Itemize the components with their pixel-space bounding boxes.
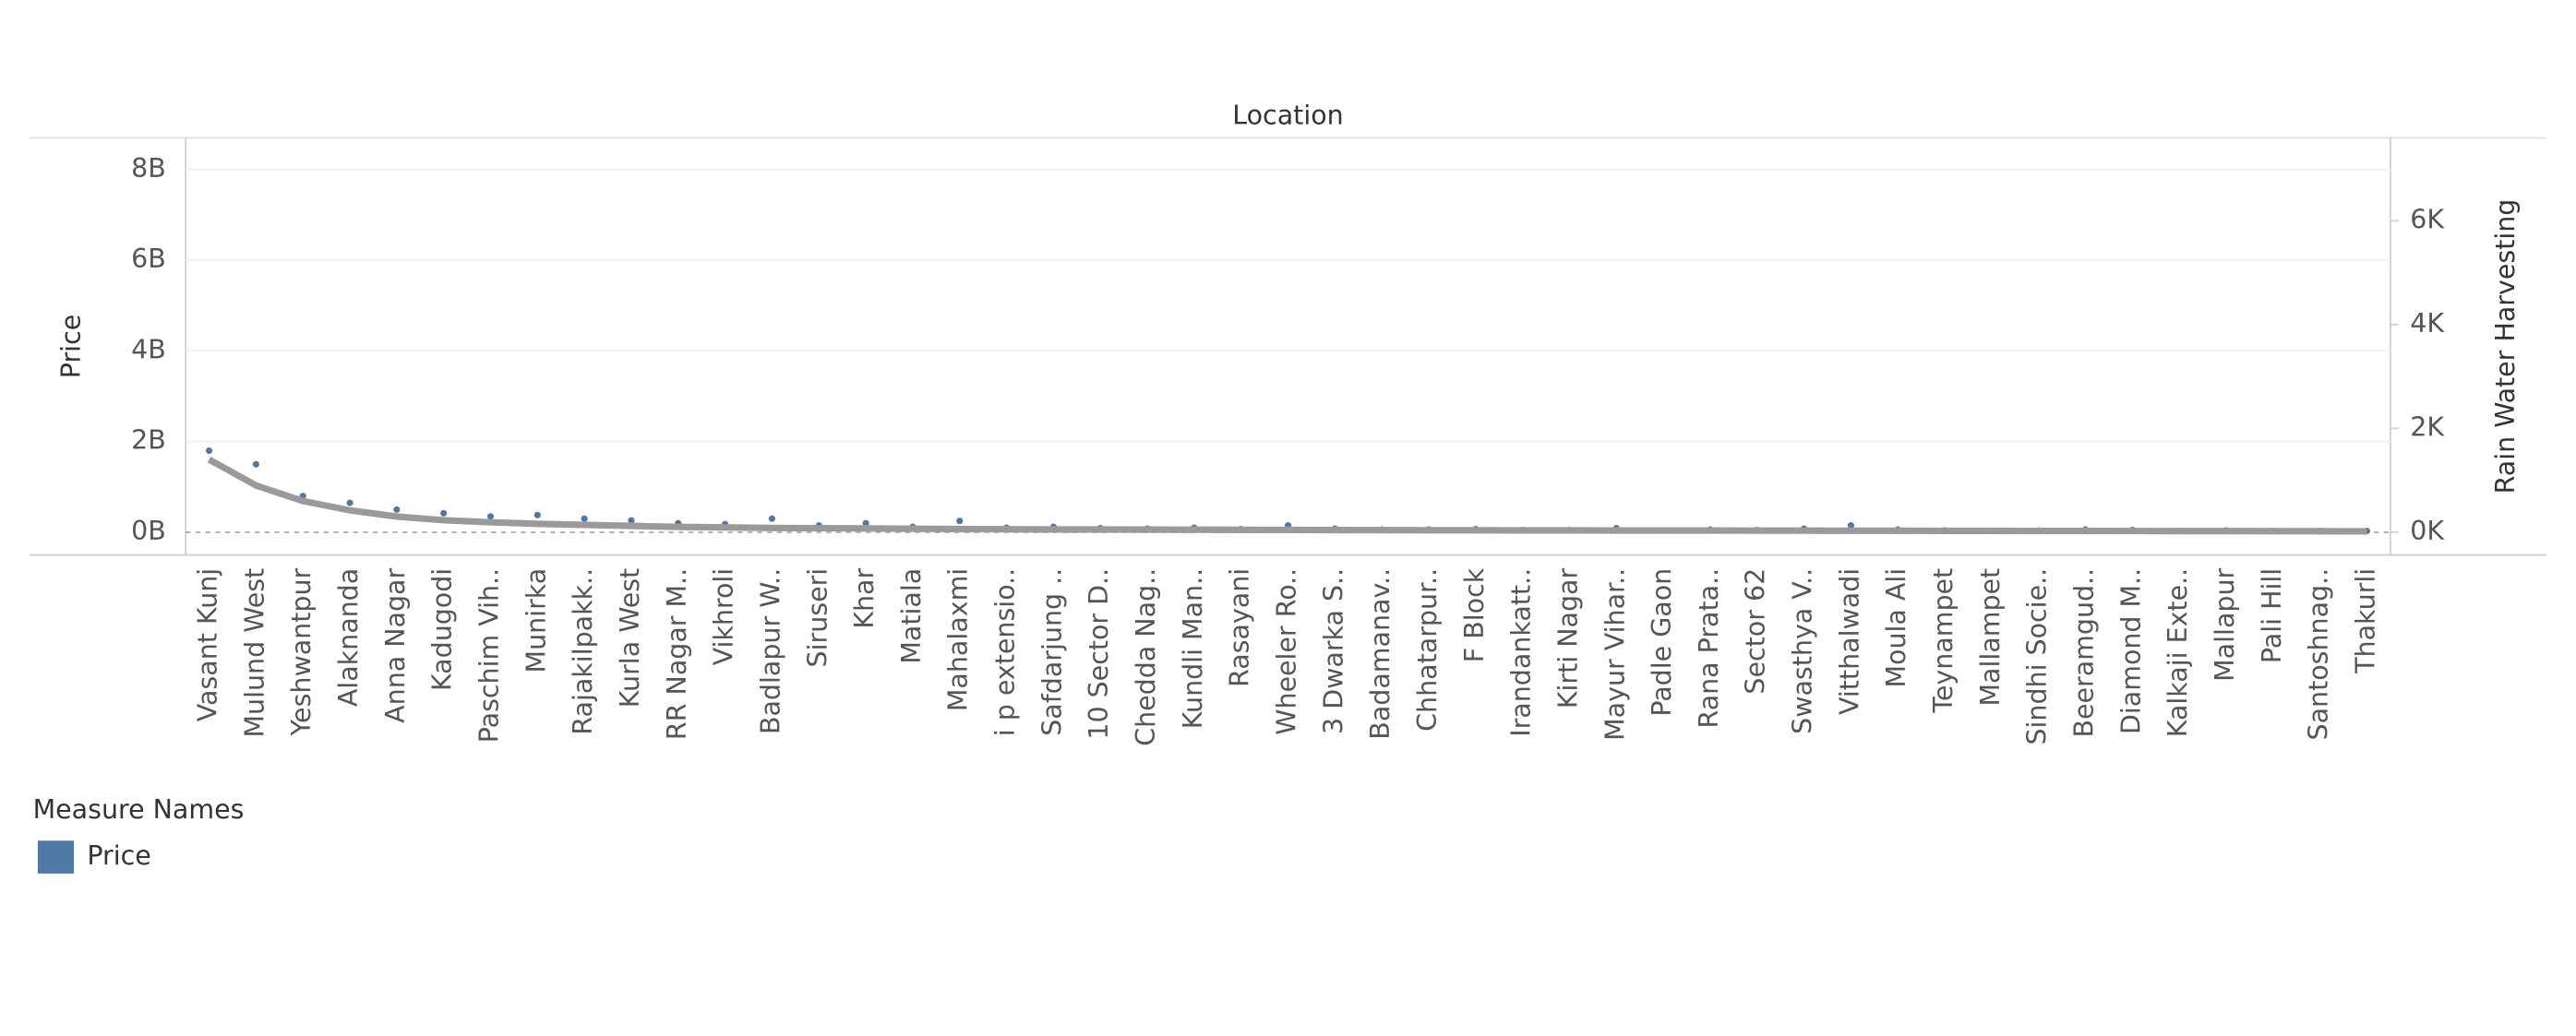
x-tick-label: 3 Dwarka S.. <box>1318 568 1348 734</box>
x-tick-label: Mallampet <box>1975 568 2006 707</box>
x-tick-label: Alaknanda <box>333 568 364 707</box>
x-tick-label: Anna Nagar <box>380 568 411 723</box>
point <box>205 447 213 455</box>
x-tick-label: Thakurli <box>2350 568 2380 674</box>
point <box>956 518 964 525</box>
x-tick-label: Safdarjung .. <box>1036 568 1067 736</box>
x-tick-label: Pali Hill <box>2257 568 2287 663</box>
x-tick-label: Kalkaji Exte.. <box>2163 568 2193 737</box>
x-tick-label: Sindhi Socie.. <box>2022 568 2053 745</box>
x-tick-label: Kundli Man.. <box>1178 568 1208 729</box>
point <box>581 515 588 522</box>
y-tick-label: 4B <box>131 334 166 364</box>
x-tick-label: Mayur Vihar.. <box>1600 568 1630 741</box>
x-tick-label: Kurla West <box>615 568 645 708</box>
x-tick-label: Padle Gaon <box>1647 568 1677 717</box>
point <box>486 513 495 520</box>
x-tick-label: Vitthalwadi <box>1834 568 1864 715</box>
x-tick-label: i p extensio.. <box>990 568 1021 736</box>
y2-axis-label: Rain Water Harvesting <box>2490 199 2521 494</box>
x-tick-label: Chedda Nag.. <box>1131 568 1161 746</box>
line <box>207 456 2367 535</box>
x-tick-label: Mahalaxmi <box>943 568 974 711</box>
point <box>768 515 775 522</box>
x-tick-label: F Block <box>1459 567 1490 662</box>
x-tick-label: Yeshwantpur <box>286 568 317 737</box>
x-tick-label: Rajakilpakk.. <box>568 568 598 735</box>
point <box>346 499 353 506</box>
x-tick-label: Siruseri <box>802 568 833 668</box>
x-tick-label: Teynampet <box>1928 568 1959 714</box>
point <box>440 509 448 517</box>
point <box>393 506 401 513</box>
y-tick-label: 2B <box>131 425 166 456</box>
legend-label: Price <box>87 840 150 871</box>
x-tick-label: Badlapur W.. <box>755 568 785 734</box>
x-tick-label: 10 Sector D.. <box>1084 568 1114 740</box>
chart-title: Location <box>1232 100 1343 130</box>
x-tick-label: Santoshnag.. <box>2304 568 2334 741</box>
x-tick-label: Badamanav.. <box>1365 568 1396 740</box>
point <box>533 511 541 518</box>
point <box>252 460 259 468</box>
x-tick-label: Vasant Kunj <box>193 568 223 721</box>
x-tick-label: Kirti Nagar <box>1552 568 1583 709</box>
x-tick-label: Rasayani <box>1225 568 1255 687</box>
x-tick-label: Sector 62 <box>1741 568 1771 695</box>
x-tick-label: Moula Ali <box>1881 568 1911 688</box>
x-tick-label: Swasthya V.. <box>1788 568 1818 734</box>
y2-tick-label: 6K <box>2410 204 2445 234</box>
legend-title: Measure Names <box>33 794 245 825</box>
legend-swatch <box>37 840 75 874</box>
point <box>862 519 869 527</box>
x-tick-label: Mulund West <box>239 568 270 738</box>
x-tick-label: Kadugodi <box>427 568 458 691</box>
x-tick-label: Chhatarpur.. <box>1412 568 1443 732</box>
x-tick-label: Irandankatt.. <box>1506 568 1537 737</box>
y-tick-label: 8B <box>131 153 166 184</box>
x-tick-label: RR Nagar M.. <box>662 568 692 740</box>
x-tick-label: Matiala <box>896 568 927 664</box>
y-axis-label: Price <box>55 315 86 378</box>
x-tick-label: Munirka <box>521 568 551 673</box>
x-tick-label: Mallapur <box>2210 567 2240 681</box>
y2-tick-label: 4K <box>2410 308 2445 339</box>
x-tick-label: Khar <box>849 568 880 629</box>
x-tick-label: Paschim Vih.. <box>473 568 504 743</box>
x-tick-label: Rana Prata.. <box>1694 568 1724 729</box>
x-tick-label: Wheeler Ro.. <box>1272 568 1302 735</box>
x-tick-label: Beeramgud.. <box>2069 568 2100 738</box>
y2-tick-label: 2K <box>2410 411 2445 442</box>
x-tick-label: Diamond M.. <box>2115 568 2146 734</box>
x-tick-label: Vikhroli <box>709 568 739 666</box>
point <box>628 517 635 524</box>
y2-tick-label: 0K <box>2410 516 2445 546</box>
y-tick-label: 0B <box>131 516 166 546</box>
y-tick-label: 6B <box>131 244 166 274</box>
point <box>1847 522 1854 530</box>
